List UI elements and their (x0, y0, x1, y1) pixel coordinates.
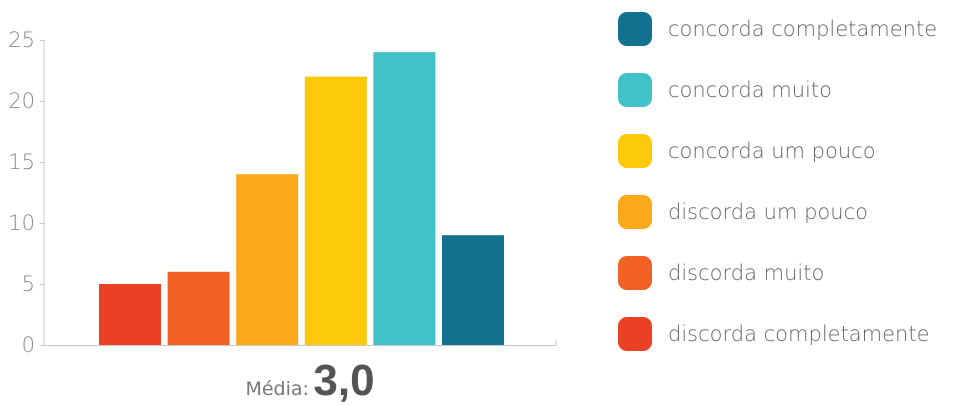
legend-item: discorda completamente (618, 317, 937, 378)
y-tick-label: 25 (8, 28, 35, 52)
average-value: 3,0 (313, 356, 375, 405)
legend-label: concorda completamente (668, 17, 938, 41)
average-summary: Média: 3,0 (0, 356, 620, 406)
bar-discorda-um-pouco (236, 174, 299, 345)
legend-item: discorda muito (618, 256, 937, 317)
bars (99, 52, 504, 345)
legend-item: discorda um pouco (618, 195, 937, 256)
y-tick-label: 10 (8, 211, 35, 235)
bar-concorda-muito (373, 52, 436, 345)
legend-label: discorda um pouco (668, 200, 868, 224)
legend-label: concorda muito (668, 78, 832, 102)
bar-discorda-muito (167, 271, 230, 345)
legend-label: concorda um pouco (668, 139, 876, 163)
y-tick-label: 0 (22, 333, 35, 356)
legend-swatch (618, 134, 652, 168)
legend-item: concorda completamente (618, 12, 937, 73)
bar-concorda-completamente (442, 235, 504, 345)
legend-label: discorda completamente (668, 322, 930, 346)
average-label: Média: (245, 378, 309, 400)
legend-swatch (618, 256, 652, 290)
legend-swatch (618, 73, 652, 107)
y-tick-label: 20 (8, 89, 35, 113)
y-axis-ticks: 0 5 10 15 20 25 (8, 28, 557, 356)
legend-swatch (618, 195, 652, 229)
y-tick-label: 15 (8, 150, 35, 174)
legend-item: concorda um pouco (618, 134, 937, 195)
legend: concorda completamente concorda muito co… (618, 12, 937, 378)
bar-discorda-completamente (99, 284, 161, 345)
bar-concorda-um-pouco (304, 76, 367, 345)
bar-chart: 0 5 10 15 20 25 (8, 28, 557, 356)
legend-swatch (618, 12, 652, 46)
legend-item: concorda muito (618, 73, 937, 134)
legend-swatch (618, 317, 652, 351)
y-tick-label: 5 (22, 272, 35, 296)
legend-label: discorda muito (668, 261, 825, 285)
